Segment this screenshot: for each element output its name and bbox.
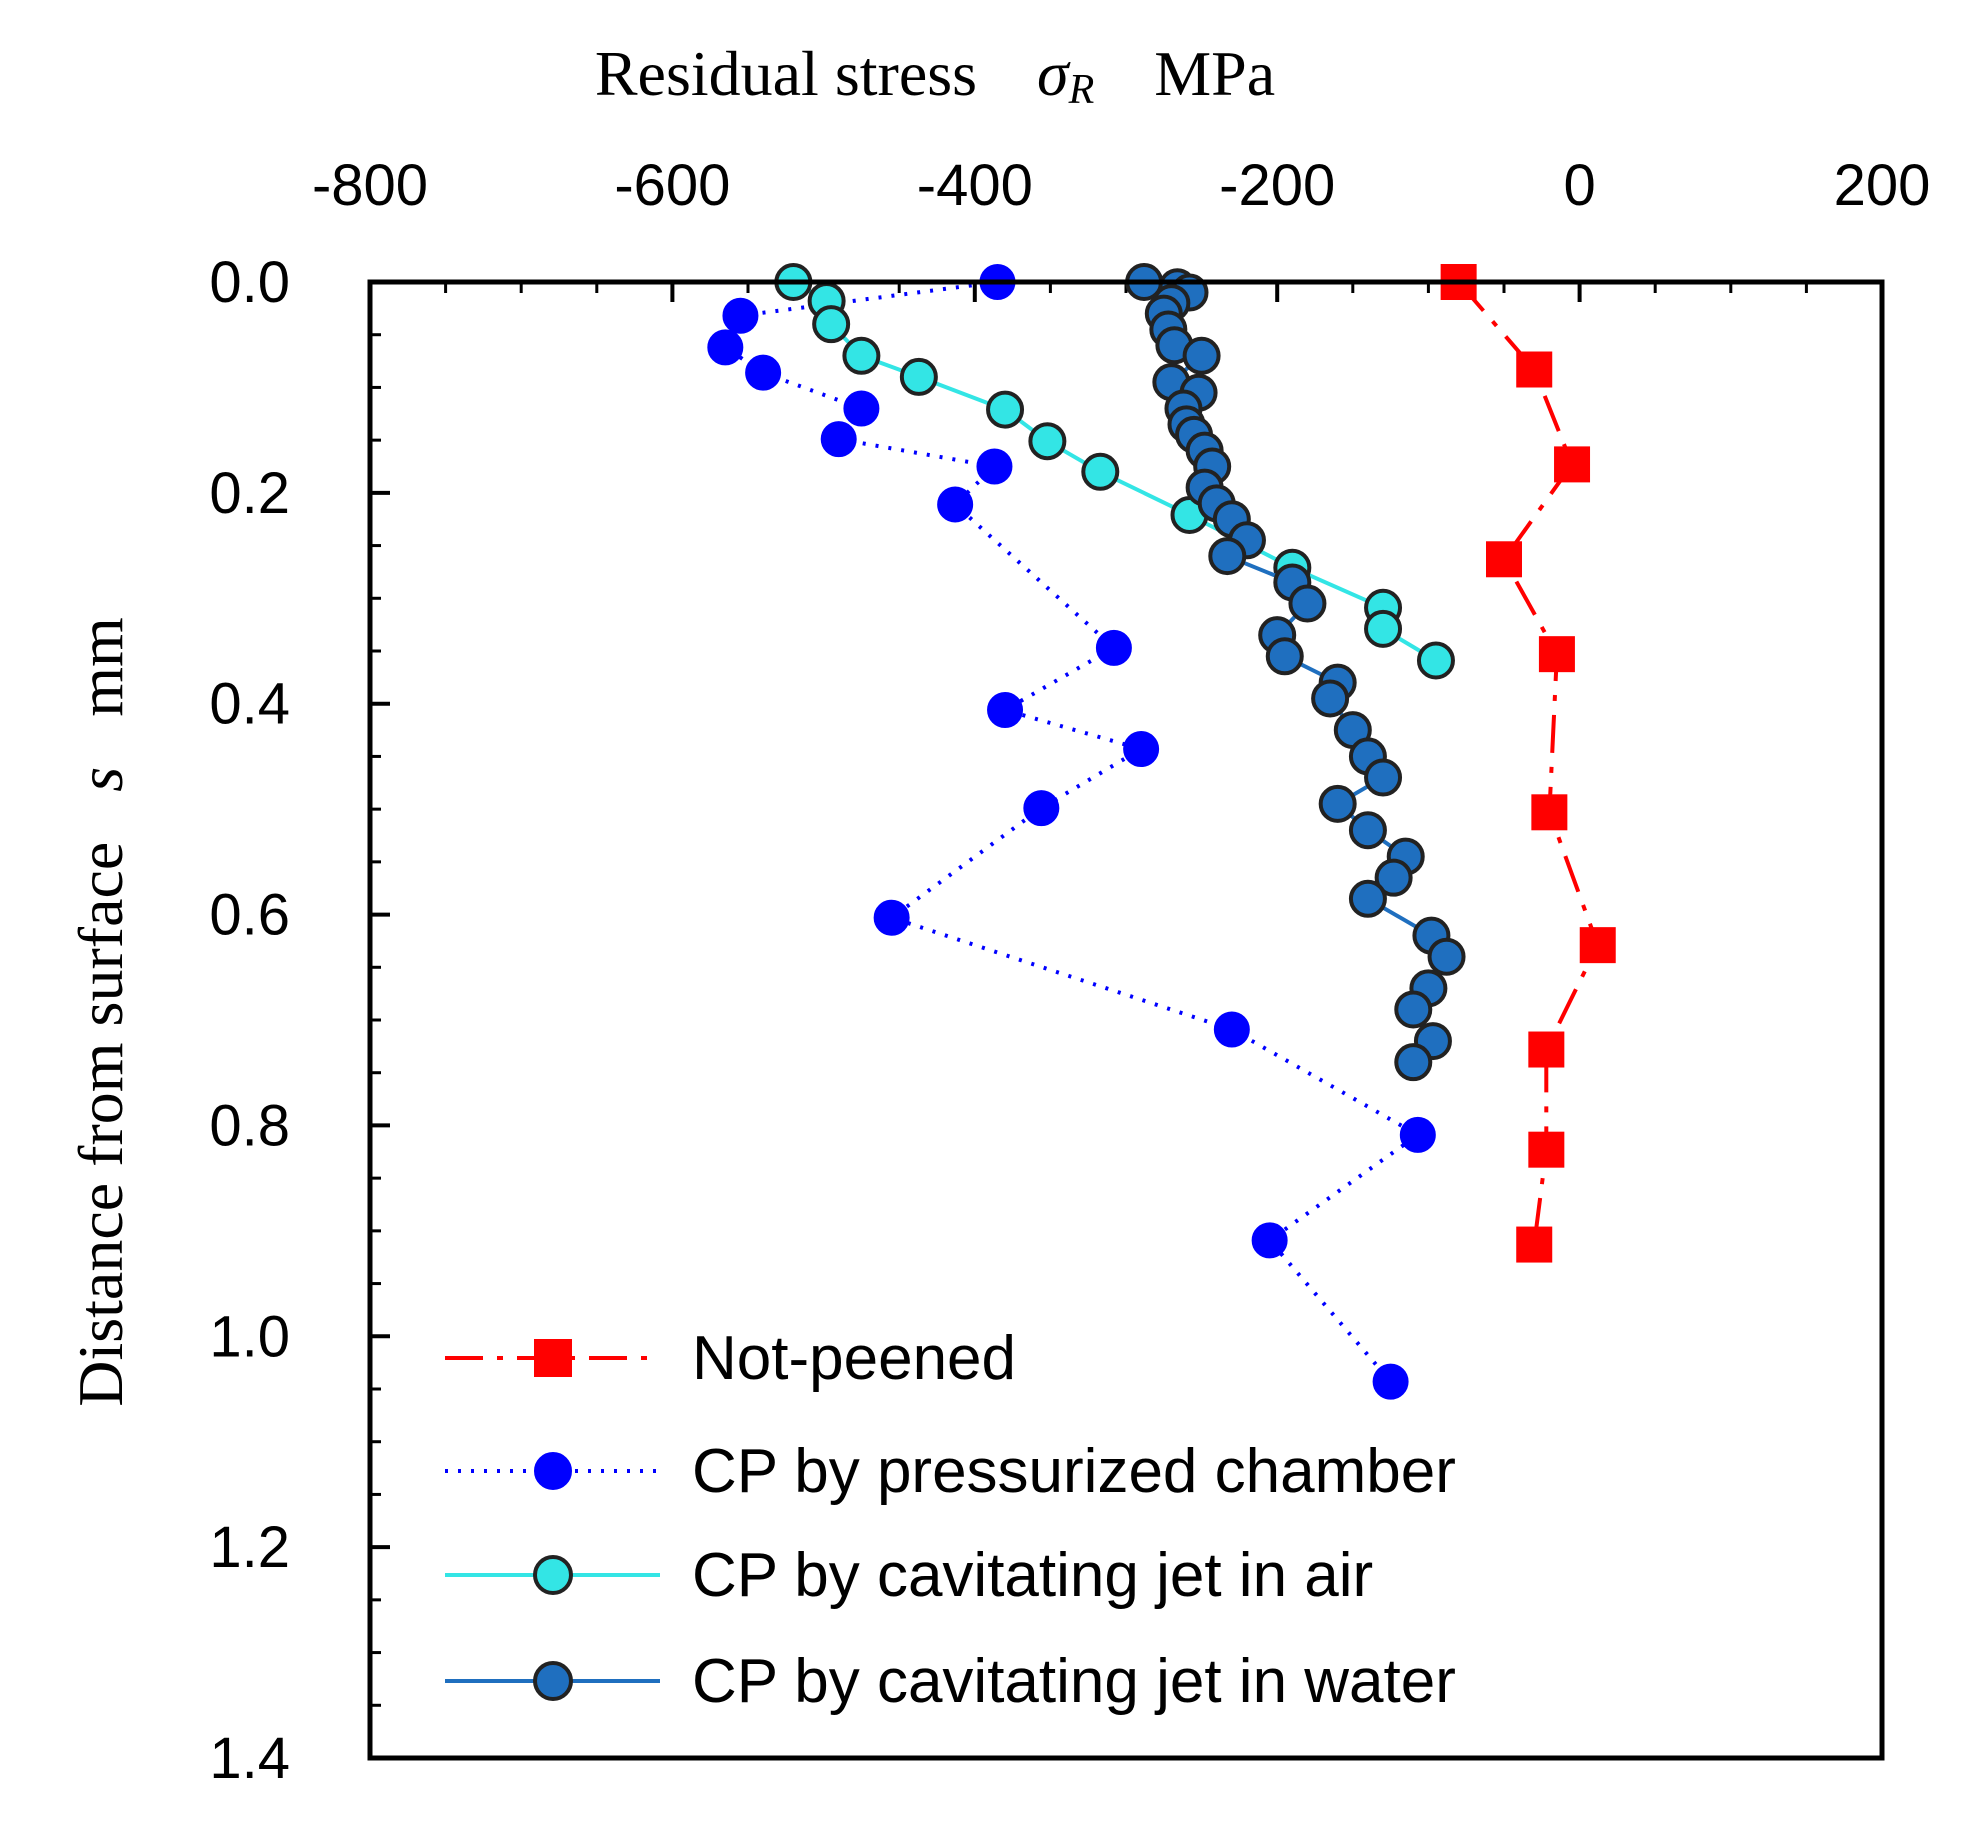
data-point: [1528, 1131, 1565, 1168]
data-point: [1311, 679, 1350, 718]
data-point: [1554, 446, 1591, 483]
y-tick-label: 0.8: [209, 1093, 290, 1158]
data-point: [1028, 422, 1067, 461]
plot-area-frame: [367, 279, 1885, 1761]
series-1: [707, 264, 1436, 1400]
data-point: [1416, 641, 1455, 680]
data-point: [1374, 858, 1413, 897]
legend-marker: [533, 1661, 573, 1701]
legend-marker: [534, 1452, 572, 1490]
x-tick-label: -400: [917, 153, 1033, 218]
data-point: [820, 421, 857, 458]
series-3: [1125, 263, 1466, 1082]
data-point: [1399, 1116, 1436, 1153]
x-axis-subscript: R: [1068, 67, 1095, 113]
y-tick-label: 1.0: [209, 1304, 290, 1369]
data-point: [1208, 537, 1247, 576]
data-point: [1081, 452, 1120, 491]
y-axis-symbol: s: [65, 767, 136, 792]
data-point: [1182, 336, 1221, 375]
series-2: [774, 263, 1455, 680]
data-point: [1123, 731, 1160, 768]
y-tick-label: 0.0: [209, 250, 290, 315]
data-point: [1427, 937, 1466, 976]
data-point: [843, 390, 880, 427]
data-point: [812, 305, 851, 344]
data-point: [1213, 1011, 1250, 1048]
x-axis-unit: MPa: [1154, 38, 1275, 109]
data-point: [1364, 609, 1403, 648]
x-tick-label: -800: [312, 153, 428, 218]
y-axis-title-prefix: Distance from surface: [65, 842, 136, 1407]
data-point: [1516, 1226, 1553, 1263]
data-point: [1394, 1043, 1433, 1082]
series-layer: [707, 263, 1616, 1400]
data-point: [1528, 1031, 1565, 1068]
legend-marker: [533, 1555, 573, 1595]
y-tick-label: 0.2: [209, 461, 290, 526]
data-point: [722, 297, 759, 334]
data-point: [1486, 541, 1522, 578]
data-point: [873, 899, 910, 936]
data-point: [1251, 1222, 1288, 1259]
legend-label: CP by cavitating jet in air: [692, 1541, 1373, 1610]
y-tick-label: 1.2: [209, 1515, 290, 1580]
data-point: [1348, 879, 1387, 918]
series-0: [1440, 264, 1616, 1263]
legend-label: CP by pressurized chamber: [692, 1437, 1456, 1506]
x-axis-title-prefix: Residual stress: [595, 38, 977, 109]
data-point: [1348, 811, 1387, 850]
data-point: [987, 692, 1024, 729]
y-tick-label: 0.4: [209, 672, 290, 737]
data-point: [937, 486, 974, 523]
data-point: [1288, 584, 1327, 623]
ticks-layer: -800 -600 -400 -200 0 200 0.0 0.2 0.4 0.6 0.8 1.0 1.…: [209, 153, 1930, 1791]
y-tick-label: 0.6: [209, 883, 290, 948]
data-point: [1538, 636, 1575, 673]
x-axis-title: Residual stress σR MPa: [595, 38, 1275, 113]
data-point: [1364, 758, 1403, 797]
data-point: [976, 448, 1013, 485]
legend-marker: [534, 1339, 572, 1377]
data-point: [1318, 784, 1357, 823]
y-tick-label: 1.4: [209, 1726, 290, 1791]
data-point: [1394, 990, 1433, 1029]
data-point: [1265, 637, 1304, 676]
data-point: [899, 357, 938, 396]
data-point: [707, 329, 744, 366]
data-point: [842, 336, 881, 375]
data-point: [1516, 351, 1553, 388]
data-point: [745, 354, 782, 391]
legend: Not-peened CP by pressurized chamber CP by…: [445, 1324, 1456, 1716]
data-point: [986, 390, 1025, 429]
data-point: [1095, 629, 1132, 666]
x-axis-symbol: σ: [1037, 38, 1071, 109]
data-point: [1372, 1363, 1409, 1400]
legend-label: CP by cavitating jet in water: [692, 1647, 1456, 1716]
x-tick-label: 200: [1834, 153, 1931, 218]
data-point: [1579, 927, 1616, 964]
y-axis-title: Distance from surface s mm: [65, 617, 136, 1407]
x-tick-label: 0: [1563, 153, 1595, 218]
x-tick-label: -200: [1219, 153, 1335, 218]
x-tick-label: -600: [614, 153, 730, 218]
series-line: [1457, 280, 1600, 1245]
legend-label: Not-peened: [692, 1324, 1016, 1393]
data-point: [1023, 790, 1060, 827]
data-point: [1531, 794, 1568, 831]
y-axis-unit: mm: [65, 617, 136, 717]
